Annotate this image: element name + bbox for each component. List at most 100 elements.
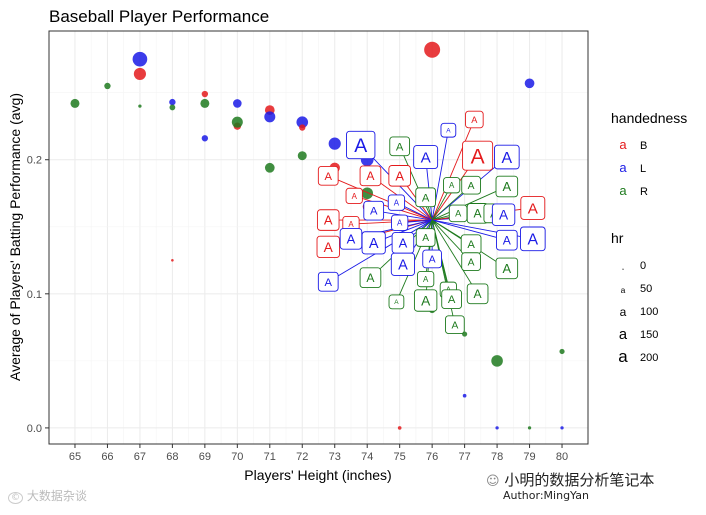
- label-text: A: [474, 207, 483, 221]
- legend-size-swatch: a: [618, 347, 628, 366]
- label-box: [422, 249, 442, 269]
- legend-label: R: [640, 186, 648, 198]
- label-box: [345, 187, 363, 205]
- label-text: A: [397, 219, 403, 228]
- label-text: A: [348, 220, 354, 229]
- data-point: [200, 98, 210, 108]
- legend-label: 50: [640, 283, 652, 295]
- label-box: [461, 175, 481, 195]
- data-point: [559, 348, 565, 355]
- legend-label: 0: [640, 260, 646, 272]
- x-axis-label: Players' Height (inches): [244, 467, 391, 483]
- label-box: [339, 228, 363, 250]
- label-box: [415, 228, 436, 247]
- label-box: [494, 144, 520, 170]
- label-box: [417, 270, 435, 288]
- label-text: A: [324, 277, 332, 289]
- x-tick-label: 74: [361, 451, 373, 463]
- data-point: [201, 90, 209, 98]
- label-segment: [431, 219, 478, 295]
- label-box: [520, 196, 546, 220]
- data-point: [297, 151, 307, 161]
- legend-size-swatch: a: [619, 327, 628, 343]
- data-point: [328, 137, 341, 150]
- label-segment: [431, 119, 475, 221]
- x-tick-label: 65: [69, 451, 81, 463]
- data-point: [169, 104, 176, 111]
- data-point: [132, 51, 148, 67]
- label-box: [466, 283, 489, 305]
- watermark-left-text: 大数据杂谈: [26, 489, 87, 503]
- label-box: [346, 130, 376, 160]
- label-box: [387, 194, 406, 211]
- label-text: A: [528, 200, 539, 217]
- data-point: [169, 98, 176, 106]
- label-box: [461, 252, 481, 271]
- label-box: [388, 165, 411, 187]
- x-tick-label: 68: [166, 451, 178, 463]
- label-box: [316, 209, 340, 231]
- x-tick-label: 67: [134, 451, 146, 463]
- data-point: [361, 187, 374, 200]
- label-text: A: [369, 236, 379, 252]
- label-box: [441, 289, 462, 310]
- label-box: [495, 175, 519, 198]
- legend-size-swatch: a: [622, 267, 624, 271]
- label-box: [440, 122, 457, 138]
- data-point: [201, 135, 209, 142]
- data-point: [104, 82, 111, 90]
- label-box: [317, 165, 339, 186]
- label-text: A: [468, 181, 475, 192]
- label-text: A: [474, 287, 483, 301]
- label-text: A: [398, 258, 408, 274]
- legend-label: B: [640, 140, 647, 152]
- label-text: A: [324, 213, 333, 228]
- label-box: [443, 177, 461, 194]
- label-box: [445, 315, 465, 334]
- label-box: [391, 214, 409, 231]
- wechat-icon: ☺: [486, 474, 500, 489]
- label-box: [359, 267, 382, 289]
- data-point: [397, 426, 402, 430]
- data-point: [133, 67, 146, 80]
- label-box: [316, 235, 340, 259]
- legend-label: 200: [640, 352, 658, 364]
- x-tick-label: 75: [394, 451, 406, 463]
- data-point: [299, 124, 306, 131]
- label-text: A: [421, 293, 431, 308]
- data-point: [233, 99, 242, 108]
- label-box: [491, 203, 516, 226]
- x-tick-label: 69: [199, 451, 211, 463]
- plot-border: [48, 30, 589, 445]
- axis-ticks: 65 66 67 68 69 70 71 72 73 74 75 76 77 78 79 80 0.0 0.1 0.…: [27, 155, 568, 463]
- data-point: [264, 111, 276, 123]
- label-box: [390, 252, 415, 276]
- label-box: [389, 136, 411, 157]
- label-text: A: [471, 115, 478, 125]
- label-text: A: [347, 232, 356, 247]
- label-box: [462, 140, 494, 171]
- chart-title: Baseball Player Performance: [49, 7, 269, 26]
- label-text: A: [394, 299, 399, 306]
- label-box: [413, 145, 439, 169]
- label-text: A: [370, 206, 378, 218]
- x-tick-label: 77: [458, 451, 470, 463]
- data-points: [70, 41, 565, 430]
- label-segment: [399, 146, 433, 221]
- data-point: [524, 78, 535, 89]
- data-point: [264, 162, 275, 173]
- label-text: A: [446, 128, 451, 135]
- label-text: A: [366, 271, 375, 285]
- data-point: [424, 41, 441, 58]
- x-tick-label: 73: [329, 451, 341, 463]
- y-tick-label: 0.1: [27, 289, 42, 301]
- label-text: A: [455, 209, 462, 219]
- label-text: A: [395, 168, 404, 183]
- label-text: A: [352, 192, 358, 201]
- x-tick-label: 70: [231, 451, 243, 463]
- legend-swatch: a: [619, 160, 627, 175]
- data-point: [296, 116, 309, 128]
- label-text: A: [528, 232, 539, 249]
